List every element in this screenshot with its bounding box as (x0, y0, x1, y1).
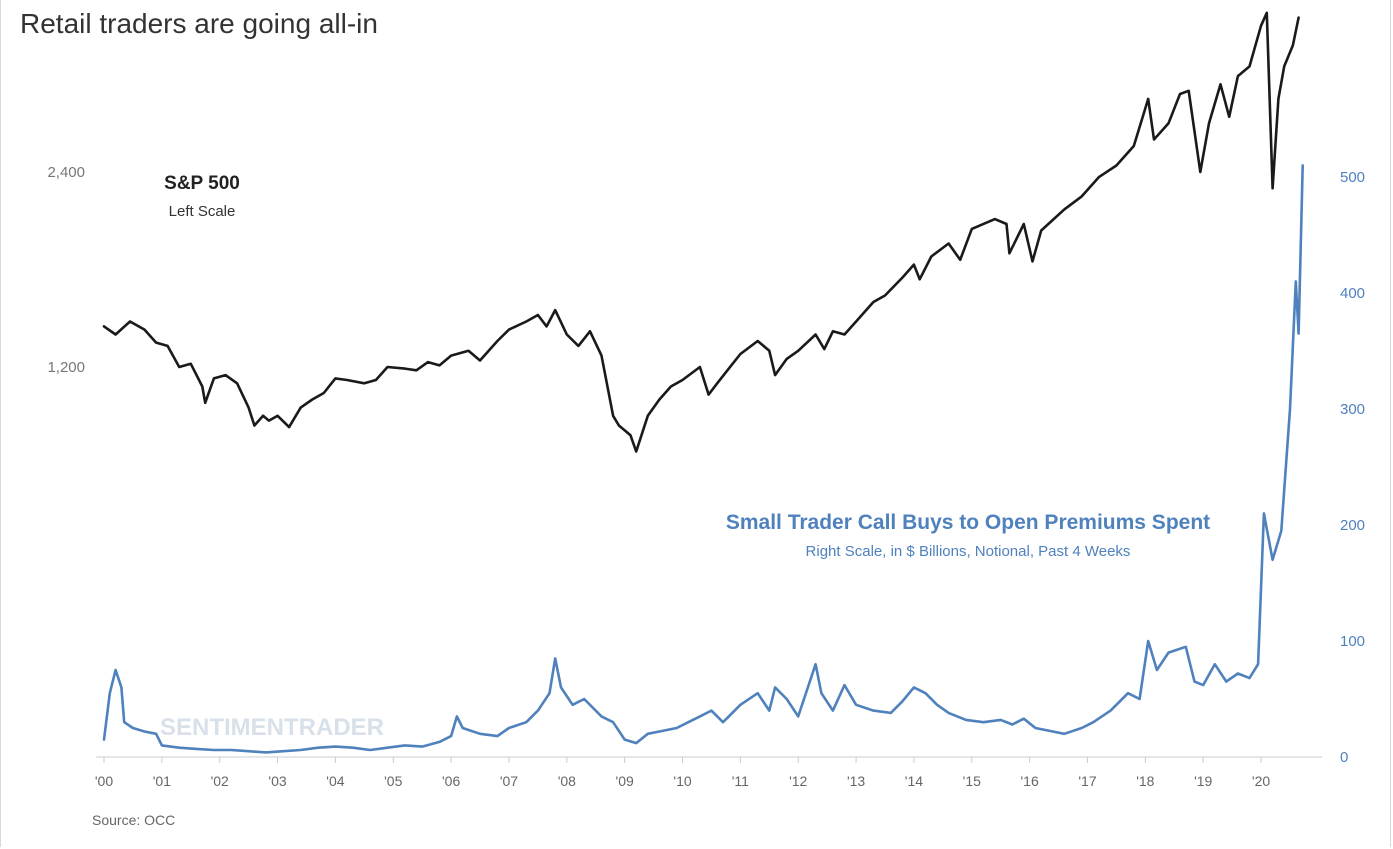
spx-annotation-title: S&P 500 (164, 173, 240, 194)
x-tick-label: '13 (847, 773, 865, 789)
x-tick-label: '00 (95, 773, 113, 789)
chart-title: Retail traders are going all-in (20, 8, 378, 39)
x-tick-label: '08 (558, 773, 576, 789)
x-tick-label: '04 (326, 773, 344, 789)
x-tick-label: '07 (500, 773, 518, 789)
x-tick-label: '18 (1136, 773, 1154, 789)
left-tick-label: 1,200 (47, 359, 85, 376)
spx-annotation-subtitle: Left Scale (169, 203, 236, 220)
left-tick-label: 2,400 (47, 164, 85, 181)
x-tick-label: '19 (1194, 773, 1212, 789)
x-tick-label: '20 (1252, 773, 1270, 789)
right-tick-label: 100 (1340, 633, 1365, 650)
x-tick-label: '03 (268, 773, 286, 789)
premiums-annotation-subtitle: Right Scale, in $ Billions, Notional, Pa… (806, 543, 1131, 560)
spx-line (102, 11, 1300, 453)
x-tick-label: '11 (732, 773, 749, 789)
series-layer (102, 11, 1304, 754)
right-tick-label: 0 (1340, 749, 1348, 766)
x-tick-label: '06 (442, 773, 460, 789)
x-tick-label: '14 (905, 773, 923, 789)
watermark: SENTIMENTRADER (160, 714, 384, 741)
right-tick-label: 500 (1340, 169, 1365, 186)
x-tick-label: '16 (1021, 773, 1039, 789)
right-tick-label: 400 (1340, 285, 1365, 302)
premiums-line (102, 164, 1304, 754)
x-tick-label: '05 (384, 773, 402, 789)
x-axis: '00 '01 '02 '03 '04 '05 '06 '07 '08 '09 '10 '11 '12 '… (95, 756, 1322, 789)
x-tick-label: '17 (1078, 773, 1096, 789)
x-tick-label: '12 (789, 773, 807, 789)
x-tick-label: '15 (963, 773, 981, 789)
right-tick-label: 200 (1340, 517, 1365, 534)
x-tick-label: '01 (153, 773, 171, 789)
x-tick-label: '10 (673, 773, 691, 789)
premiums-annotation-title: Small Trader Call Buys to Open Premiums … (726, 511, 1210, 534)
x-tick-label: '02 (211, 773, 229, 789)
source-note: Source: OCC (92, 812, 176, 828)
right-tick-label: 300 (1340, 401, 1365, 418)
left-axis: 1,200 2,400 (47, 164, 85, 376)
right-axis: 0 100 200 300 400 500 (1340, 169, 1365, 766)
x-tick-label: '09 (616, 773, 634, 789)
